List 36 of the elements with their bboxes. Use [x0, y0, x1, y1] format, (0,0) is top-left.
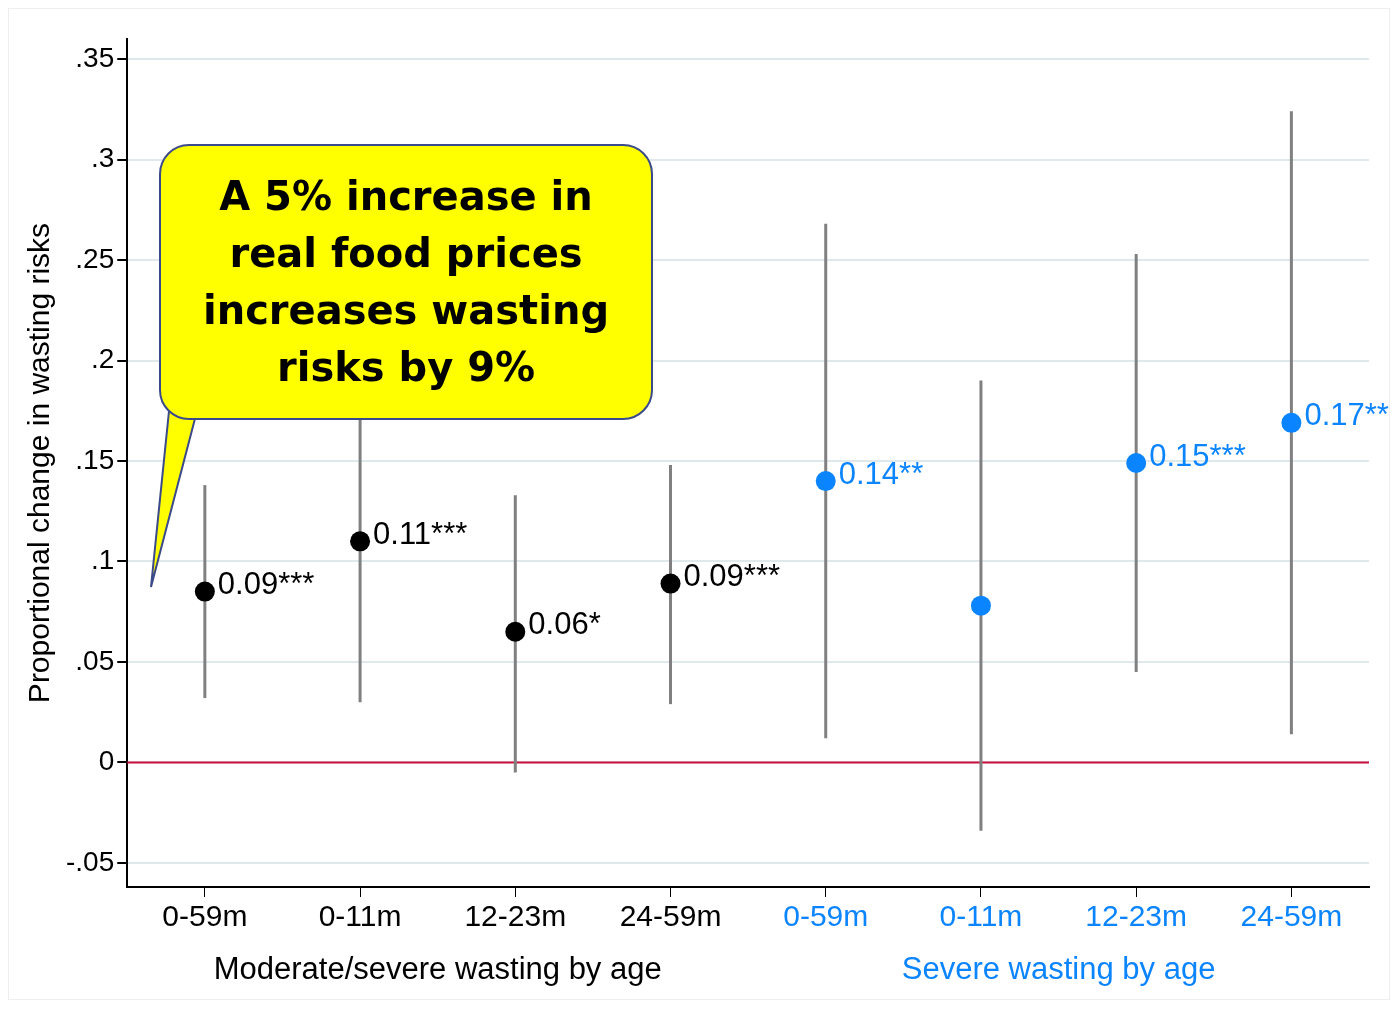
annotation: A 5% increase in real food prices increases wasting risks by 9%: [159, 144, 653, 420]
y-tick-label: -.05: [66, 845, 115, 877]
data-label: 0.11***: [373, 515, 468, 551]
point: [1126, 453, 1147, 473]
text: Severe wasting by age: [901, 951, 1216, 986]
x-tick-label: 0-11m: [318, 899, 402, 933]
point: [660, 573, 681, 594]
point: [815, 471, 836, 492]
y-tick-label: .35: [75, 41, 115, 73]
data-label: 0.09***: [683, 558, 781, 594]
data-label: 0.17**: [1304, 397, 1389, 433]
data-label: 0.06*: [528, 606, 601, 642]
data-label: 0.14**: [838, 455, 924, 491]
point: [1281, 412, 1302, 433]
point: [194, 581, 215, 602]
x-tick-label: 0-59m: [162, 899, 248, 933]
y-tick-label: 0: [98, 745, 115, 777]
x-tick-label: 24-59m: [1240, 899, 1343, 933]
y-tick-label: .1: [90, 544, 115, 576]
text: Moderate/severe wasting by age: [213, 951, 662, 986]
x-tick-label: 12-23m: [464, 899, 567, 933]
x-tick-label: 12-23m: [1085, 899, 1188, 933]
x-tick-label: 0-11m: [939, 899, 1023, 933]
x-tick-label: 24-59m: [619, 899, 722, 933]
y-tick-label: .25: [75, 242, 115, 274]
y-tick-label: .3: [90, 142, 115, 174]
point: [350, 531, 371, 552]
x-tick-label: 0-59m: [783, 899, 869, 933]
y-tick-label: .05: [75, 644, 115, 676]
point: [505, 621, 526, 642]
point: [970, 595, 991, 616]
data-label: 0.09***: [217, 566, 315, 602]
y-tick-label: .2: [90, 343, 115, 375]
y-axis-title: Proportional change in wasting risks: [22, 222, 56, 704]
y-tick-label: .15: [75, 443, 115, 475]
data-label: 0.15***: [1149, 437, 1246, 473]
